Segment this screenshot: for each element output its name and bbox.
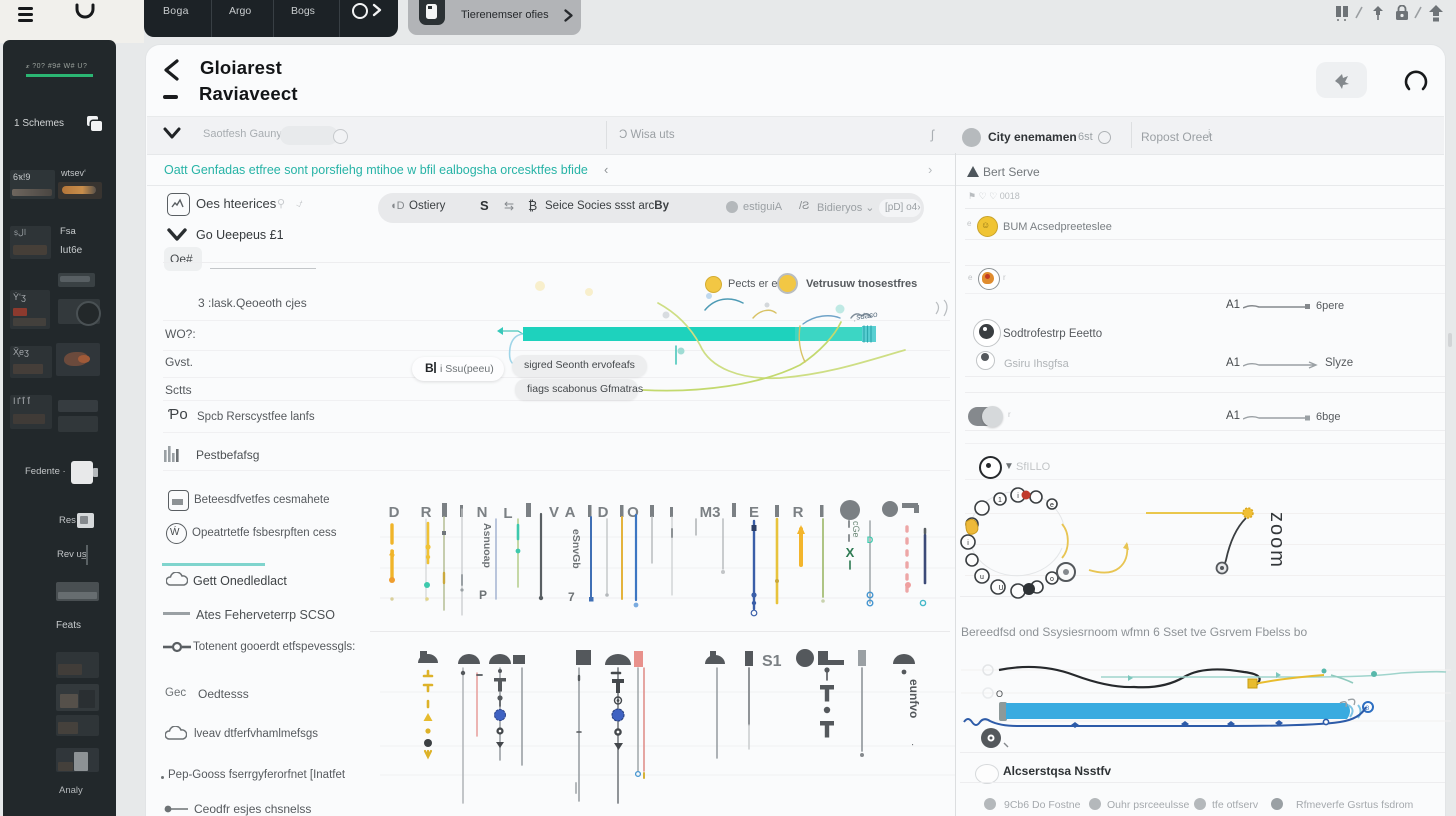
svg-text:D: D	[389, 504, 400, 521]
svg-text:O: O	[627, 504, 639, 521]
svg-text:V: V	[549, 504, 559, 521]
svg-text:o: o	[1050, 576, 1054, 583]
svg-text:eunfvo: eunfvo	[907, 679, 921, 718]
svg-text:1: 1	[998, 497, 1002, 504]
svg-text:·: ·	[907, 743, 918, 746]
svg-text:D: D	[598, 504, 609, 521]
svg-text:P: P	[479, 588, 487, 602]
svg-text:u: u	[980, 574, 984, 581]
svg-text:eSnvGb: eSnvGb	[570, 529, 582, 569]
svg-text:E: E	[749, 504, 759, 521]
svg-text:L: L	[503, 505, 512, 522]
svg-text:U: U	[998, 585, 1003, 592]
svg-text:R: R	[793, 504, 804, 521]
svg-text:4: 4	[389, 549, 395, 560]
svg-text:7: 7	[568, 590, 575, 604]
svg-text:i: i	[967, 540, 969, 547]
svg-text:8: 8	[1366, 705, 1370, 712]
svg-text:A: A	[565, 504, 576, 521]
svg-text:e: e	[1050, 502, 1054, 509]
svg-text:S1: S1	[762, 653, 782, 670]
svg-text:i: i	[1017, 493, 1019, 500]
svg-text:R: R	[421, 504, 432, 521]
svg-text:ˌṡdaɕο: ˌṡdaɕο	[853, 310, 879, 322]
svg-text:O: O	[996, 689, 1003, 699]
svg-text:Asnuoap: Asnuoap	[481, 523, 493, 568]
svg-text:D: D	[867, 535, 874, 545]
svg-text:N: N	[477, 504, 488, 521]
svg-text:M3: M3	[700, 504, 721, 521]
svg-text:X: X	[846, 545, 855, 560]
svg-text:cGe: cGe	[851, 521, 861, 538]
